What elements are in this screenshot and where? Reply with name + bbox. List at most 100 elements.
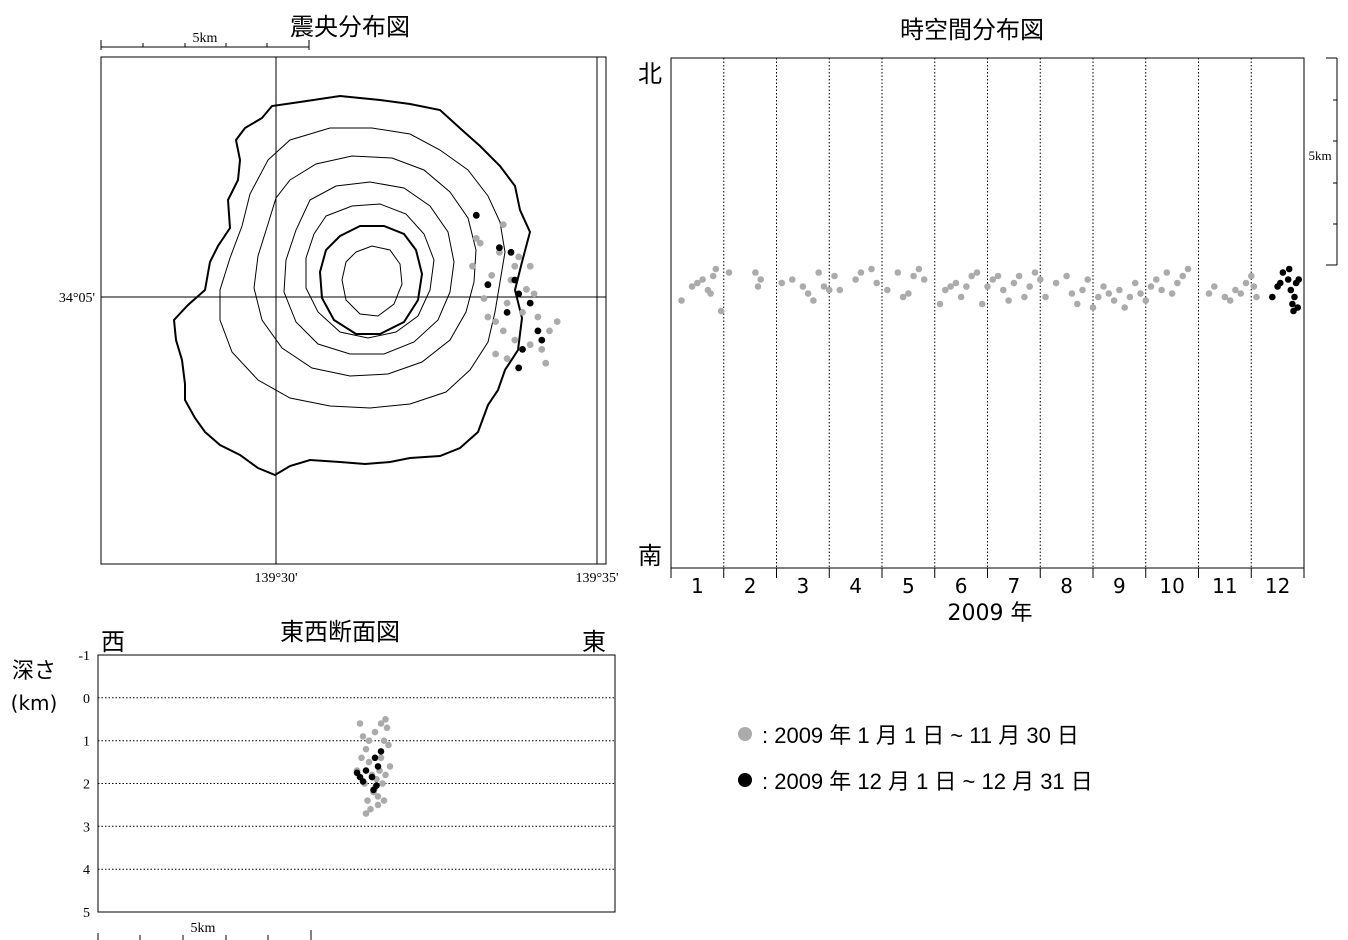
past-epicenter-point-23 xyxy=(526,341,534,349)
past-epicenter-point-1 xyxy=(499,221,507,229)
current-depth-point-6 xyxy=(377,748,385,755)
depth-tick-label-5: 5 xyxy=(83,906,90,921)
current-epicenter-point-10 xyxy=(538,336,546,344)
current-depth-point-4 xyxy=(371,754,379,762)
past-spacetime-point-88 xyxy=(1250,283,1258,290)
past-spacetime-point-6 xyxy=(709,272,717,280)
year-label: 2009 年 xyxy=(948,601,1033,626)
past-spacetime-point-47 xyxy=(1005,297,1012,304)
current-epicenter-point-4 xyxy=(515,290,523,298)
past-epicenter-point-24 xyxy=(499,327,507,335)
contour-3 xyxy=(283,181,455,355)
past-spacetime-point-85 xyxy=(1237,290,1244,297)
month-label-6: 6 xyxy=(955,574,968,598)
past-spacetime-point-19 xyxy=(820,283,828,290)
month-label-3: 3 xyxy=(797,574,810,598)
past-spacetime-point-81 xyxy=(1211,283,1218,290)
depth-tick-label-4: 4 xyxy=(83,863,90,878)
past-depth-point-21 xyxy=(382,771,389,779)
legend-past-marker xyxy=(738,727,752,741)
current-epicenter-point-5 xyxy=(526,299,534,307)
past-spacetime-point-55 xyxy=(1052,279,1060,287)
past-spacetime-point-15 xyxy=(799,283,807,290)
past-spacetime-point-38 xyxy=(957,293,965,301)
lat-label: 34°05' xyxy=(59,291,95,306)
past-depth-point-26 xyxy=(362,810,370,817)
past-spacetime-point-9 xyxy=(725,269,733,276)
legend-current: : 2009 年 12 月 1 日 ~ 12 月 31 日 xyxy=(738,764,1093,796)
past-spacetime-point-60 xyxy=(1084,276,1091,283)
past-spacetime-point-70 xyxy=(1137,290,1144,297)
month-label-9: 9 xyxy=(1113,574,1126,598)
month-label-7: 7 xyxy=(1008,574,1021,598)
past-depth-point-12 xyxy=(386,763,394,770)
past-spacetime-point-10 xyxy=(752,269,759,276)
past-spacetime-point-28 xyxy=(894,269,902,276)
current-depth-point-3 xyxy=(368,773,376,781)
past-spacetime-point-79 xyxy=(1184,265,1192,273)
legend-current-marker xyxy=(738,773,752,787)
current-spacetime-point-9 xyxy=(1291,293,1298,301)
past-epicenter-point-21 xyxy=(542,359,550,367)
past-spacetime-point-23 xyxy=(852,276,859,283)
past-epicenter-point-27 xyxy=(492,350,499,358)
caldera-rim xyxy=(318,225,424,335)
past-spacetime-point-46 xyxy=(1000,286,1007,294)
cross-section-scale-bar: 5km xyxy=(97,921,312,940)
month-label-11: 11 xyxy=(1212,574,1237,598)
past-depth-point-0 xyxy=(356,720,364,727)
past-spacetime-point-78 xyxy=(1179,272,1186,280)
past-depth-point-27 xyxy=(374,801,382,809)
past-spacetime-point-16 xyxy=(804,290,812,297)
past-spacetime-point-0 xyxy=(678,297,685,304)
past-spacetime-point-54 xyxy=(1042,293,1049,301)
past-spacetime-point-58 xyxy=(1073,300,1081,308)
month-grid xyxy=(723,58,1252,568)
past-depth-point-22 xyxy=(358,754,365,762)
past-depth-point-6 xyxy=(374,793,382,800)
past-spacetime-point-86 xyxy=(1242,279,1250,287)
past-spacetime-point-2 xyxy=(694,279,701,287)
past-spacetime-point-11 xyxy=(754,283,762,290)
past-spacetime-point-5 xyxy=(707,290,714,297)
past-spacetime-point-45 xyxy=(994,272,1002,280)
month-label-10: 10 xyxy=(1159,574,1184,598)
past-epicenter-point-22 xyxy=(484,313,492,321)
past-spacetime-point-72 xyxy=(1147,283,1155,290)
month-label-1: 1 xyxy=(691,574,704,598)
past-depth-point-23 xyxy=(365,737,373,744)
past-spacetime-point-25 xyxy=(868,265,875,273)
depth-label-1: 深さ xyxy=(12,659,56,684)
cross-section-title: 東西断面図 xyxy=(280,618,400,646)
month-label-12: 12 xyxy=(1265,574,1290,598)
past-spacetime-point-21 xyxy=(831,272,838,280)
past-spacetime-point-22 xyxy=(836,286,844,294)
legend-past-label: : 2009 年 1 月 1 日 ~ 11 月 30 日 xyxy=(762,723,1079,748)
current-spacetime-point-2 xyxy=(1277,279,1284,287)
past-spacetime-point-27 xyxy=(884,286,891,294)
past-depth-point-20 xyxy=(379,780,386,787)
current-depth-point-8 xyxy=(370,786,377,794)
cross-section-scale-label: 5km xyxy=(191,921,216,936)
past-spacetime-point-80 xyxy=(1205,290,1213,297)
past-epicenter-point-7 xyxy=(534,313,542,321)
past-depth-point-9 xyxy=(382,716,389,723)
past-spacetime-point-83 xyxy=(1226,297,1234,304)
past-spacetime-point-49 xyxy=(1015,272,1023,280)
past-spacetime-point-43 xyxy=(984,283,991,290)
past-spacetime-point-37 xyxy=(952,279,960,287)
past-epicenter-point-4 xyxy=(523,285,530,293)
past-epicenter-point-0 xyxy=(476,239,484,247)
past-epicenter-point-8 xyxy=(492,318,499,325)
spacetime-frame xyxy=(670,57,1305,569)
past-spacetime-point-40 xyxy=(968,272,975,280)
depth-grid: -1 0 1 2 3 4 5 xyxy=(78,649,615,921)
past-spacetime-point-13 xyxy=(778,279,786,287)
island-coastline xyxy=(172,94,532,477)
past-spacetime-point-84 xyxy=(1232,286,1239,294)
current-spacetime-point-4 xyxy=(1284,276,1292,283)
epicenter-title: 震央分布図 xyxy=(290,13,410,41)
past-epicenter-point-13 xyxy=(538,346,546,353)
past-spacetime-point-52 xyxy=(1031,269,1039,276)
